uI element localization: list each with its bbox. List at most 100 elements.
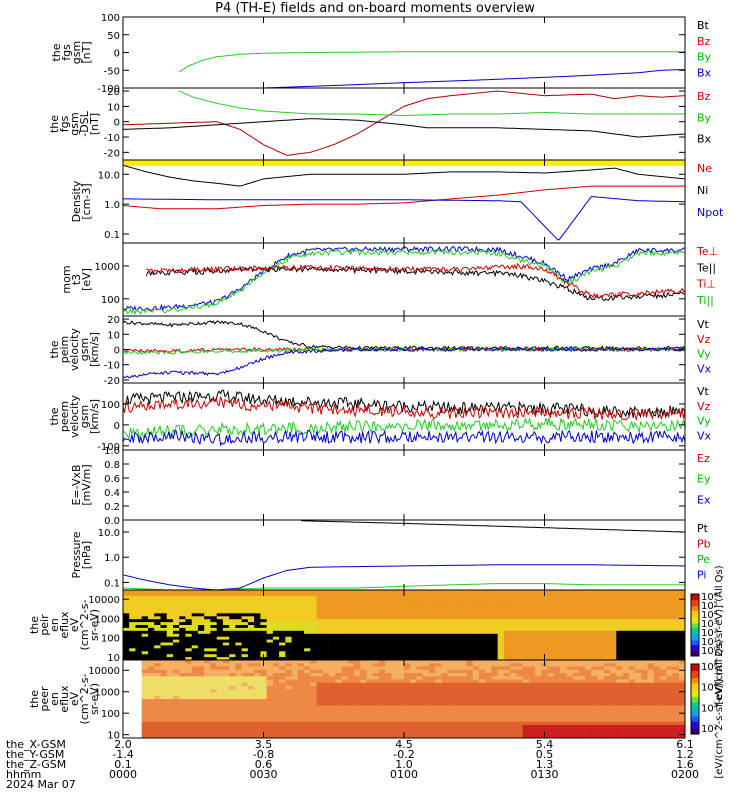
heatmap-cell: [222, 705, 230, 710]
heatmap-cell: [297, 592, 305, 597]
heatmap-cell: [653, 645, 661, 649]
heatmap-cell: [666, 712, 673, 716]
heatmap-cell: [385, 657, 392, 661]
heatmap-cell: [516, 627, 523, 632]
heatmap-cell: [560, 715, 567, 719]
heatmap-cell: [272, 619, 280, 623]
y-tick-label: 0: [114, 421, 120, 432]
heatmap-cell: [285, 657, 292, 661]
heatmap-cell: [647, 592, 655, 597]
heatmap-cell: [316, 666, 324, 671]
heatmap-cell: [422, 616, 430, 620]
heatmap-cell: [622, 630, 630, 635]
heatmap-cell: [591, 604, 598, 608]
heatmap-cell: [622, 636, 630, 640]
series-Ti-line: [122, 245, 686, 312]
heatmap-cell: [385, 610, 392, 614]
heatmap-cell: [229, 721, 236, 726]
heatmap-cell: [366, 728, 374, 732]
heatmap-cell: [478, 657, 486, 661]
heatmap-cell: [279, 705, 286, 710]
heatmap-cell: [653, 686, 661, 690]
heatmap-cell: [628, 692, 636, 697]
heatmap-cell: [622, 654, 630, 658]
heatmap-cell: [310, 601, 317, 605]
heatmap-cell: [410, 607, 417, 611]
heatmap-cell: [628, 728, 636, 732]
heatmap-cell: [372, 731, 380, 736]
heatmap-cell: [229, 619, 236, 623]
heatmap-cell: [447, 682, 455, 687]
heatmap-cell: [466, 610, 473, 614]
heatmap-cell: [435, 699, 442, 703]
colorbar-step: [691, 686, 699, 690]
heatmap-cell: [660, 699, 667, 703]
heatmap-cell: [360, 705, 367, 710]
heatmap-cell: [360, 657, 367, 661]
heatmap-cell: [210, 718, 217, 723]
panel-peir-eflux: 10⁶10⁵10⁴10³10²10¹10⁰[eV/(cm^2-s-sr-eV)]…: [28, 565, 725, 704]
heatmap-cell: [678, 657, 686, 661]
heatmap-cell: [528, 607, 536, 611]
heatmap-cell: [316, 660, 324, 664]
heatmap-cell: [560, 718, 567, 723]
y-tick-label: 0.6: [104, 474, 120, 485]
heatmap-cell: [322, 642, 330, 646]
heatmap-cell: [166, 708, 174, 713]
heatmap-cell: [404, 663, 411, 667]
heatmap-cell: [678, 663, 686, 667]
heatmap-cell: [597, 669, 605, 674]
heatmap-cell: [422, 622, 430, 626]
heatmap-cell: [485, 657, 492, 661]
heatmap-cell: [503, 721, 511, 726]
heatmap-cell: [429, 648, 436, 652]
heatmap-cell: [485, 699, 492, 703]
heatmap-cell: [341, 590, 349, 594]
heatmap-cell: [385, 633, 392, 638]
heatmap-cell: [322, 627, 330, 632]
heatmap-cell: [216, 705, 224, 710]
heatmap-cell: [204, 686, 211, 690]
heatmap-cell: [135, 692, 143, 697]
heatmap-cell: [204, 702, 211, 706]
heatmap-cell: [591, 648, 598, 652]
heatmap-cell: [628, 663, 636, 667]
heatmap-cell: [678, 682, 686, 687]
heatmap-cell: [148, 636, 155, 640]
heatmap-cell: [316, 689, 324, 693]
heatmap-cell: [235, 613, 242, 617]
heatmap-cell: [522, 601, 530, 605]
heatmap-cell: [310, 610, 317, 614]
heatmap-cell: [266, 642, 274, 646]
heatmap-cell: [316, 654, 324, 658]
heatmap-cell: [441, 627, 449, 632]
heatmap-cell: [666, 666, 673, 671]
heatmap-cell: [229, 639, 236, 643]
heatmap-cell: [372, 679, 380, 684]
heatmap-cell: [341, 689, 349, 693]
heatmap-cell: [123, 705, 130, 710]
heatmap-cell: [304, 636, 311, 640]
heatmap-cell: [197, 607, 205, 611]
heatmap-cell: [628, 699, 636, 703]
heatmap-cell: [641, 699, 648, 703]
heatmap-cell: [522, 705, 530, 710]
heatmap-cell: [335, 604, 342, 608]
heatmap-cell: [391, 651, 399, 655]
heatmap-cell: [210, 636, 217, 640]
heatmap-cell: [560, 663, 567, 667]
heatmap-cell: [491, 598, 498, 603]
heatmap-cell: [610, 721, 617, 726]
heatmap-cell: [341, 669, 349, 674]
heatmap-cell: [254, 595, 261, 600]
heatmap-cell: [641, 645, 648, 649]
heatmap-cell: [597, 712, 605, 716]
heatmap-cell: [222, 601, 230, 605]
heatmap-cell: [647, 604, 655, 608]
heatmap-cell: [166, 686, 174, 690]
heatmap-cell: [466, 682, 473, 687]
heatmap-cell: [522, 610, 530, 614]
heatmap-cell: [129, 708, 136, 713]
heatmap-cell: [460, 619, 467, 623]
heatmap-cell: [222, 616, 230, 620]
